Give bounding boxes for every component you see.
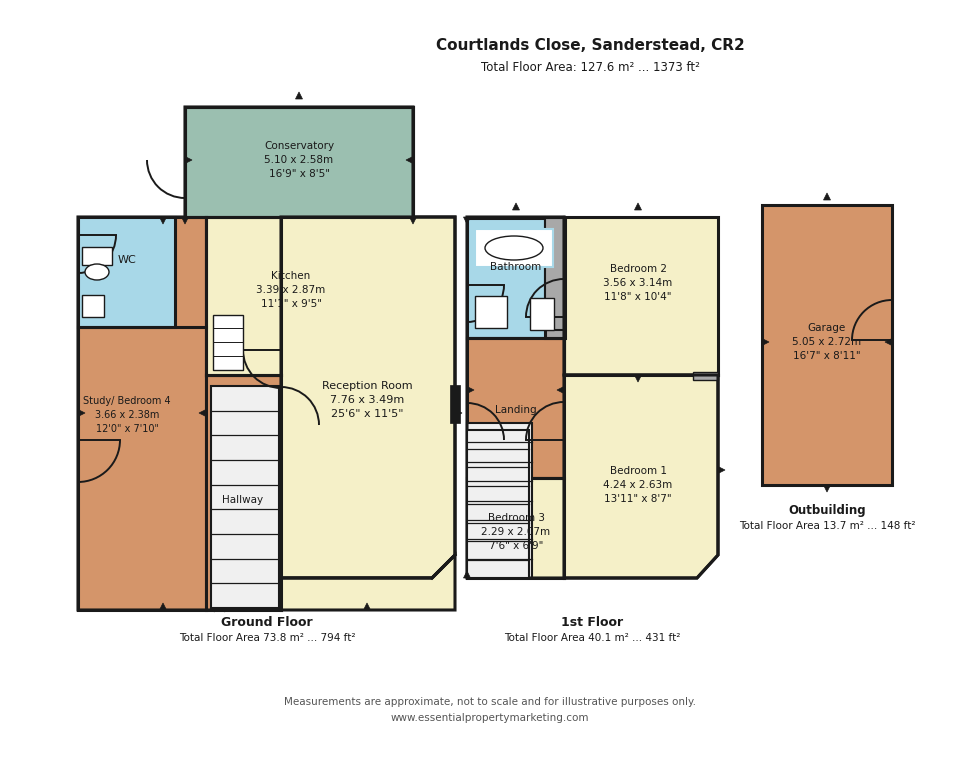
Bar <box>467 423 532 578</box>
Polygon shape <box>634 203 642 210</box>
Text: Garage
5.05 x 2.72m
16'7" x 8'11": Garage 5.05 x 2.72m 16'7" x 8'11" <box>793 323 861 360</box>
Polygon shape <box>464 217 470 224</box>
Text: www.essentialpropertymarketing.com: www.essentialpropertymarketing.com <box>391 713 589 723</box>
Text: Total Floor Area 13.7 m² ... 148 ft²: Total Floor Area 13.7 m² ... 148 ft² <box>739 521 915 531</box>
Polygon shape <box>557 387 564 393</box>
Text: Total Floor Area 73.8 m² ... 794 ft²: Total Floor Area 73.8 m² ... 794 ft² <box>178 633 356 643</box>
Text: Total Floor Area: 127.6 m² ... 1373 ft²: Total Floor Area: 127.6 m² ... 1373 ft² <box>480 61 700 73</box>
Bar <box>467 478 564 578</box>
Bar <box>82 295 104 317</box>
Bar <box>467 218 564 338</box>
Polygon shape <box>281 555 455 610</box>
Ellipse shape <box>85 264 109 280</box>
Bar <box>545 218 565 338</box>
Polygon shape <box>513 203 519 210</box>
Polygon shape <box>564 375 718 578</box>
Polygon shape <box>160 603 167 610</box>
Text: Total Floor Area 40.1 m² ... 431 ft²: Total Floor Area 40.1 m² ... 431 ft² <box>504 633 680 643</box>
Polygon shape <box>634 375 642 382</box>
Text: WC: WC <box>118 255 136 265</box>
Bar <box>475 229 553 267</box>
Polygon shape <box>364 603 370 610</box>
Polygon shape <box>762 339 769 346</box>
Bar <box>82 247 112 265</box>
Text: Study/ Bedroom 4
3.66 x 2.38m
12'0" x 7'10": Study/ Bedroom 4 3.66 x 2.38m 12'0" x 7'… <box>83 397 171 434</box>
Text: Measurements are approximate, not to scale and for illustrative purposes only.: Measurements are approximate, not to sca… <box>284 697 696 707</box>
Text: Bedroom 2
3.56 x 3.14m
11'8" x 10'4": Bedroom 2 3.56 x 3.14m 11'8" x 10'4" <box>604 264 672 302</box>
Bar <box>211 386 279 608</box>
Text: Ground Floor: Ground Floor <box>221 615 313 628</box>
Polygon shape <box>410 217 416 224</box>
Bar <box>467 430 529 578</box>
Polygon shape <box>455 410 462 417</box>
Bar <box>693 372 718 380</box>
Text: Outbuilding: Outbuilding <box>788 504 865 517</box>
Text: Reception Room
7.76 x 3.49m
25'6" x 11'5": Reception Room 7.76 x 3.49m 25'6" x 11'5… <box>321 381 413 419</box>
Polygon shape <box>406 156 413 163</box>
Bar <box>78 217 206 610</box>
Bar <box>564 217 718 375</box>
FancyArrowPatch shape <box>211 608 228 611</box>
Polygon shape <box>185 156 192 163</box>
Text: Kitchen
3.39 x 2.87m
11'1" x 9'5": Kitchen 3.39 x 2.87m 11'1" x 9'5" <box>257 271 325 309</box>
Polygon shape <box>464 571 470 578</box>
Text: Landing: Landing <box>495 405 537 415</box>
Polygon shape <box>823 485 830 492</box>
Bar <box>475 296 507 328</box>
Bar <box>213 315 243 370</box>
Polygon shape <box>823 193 830 200</box>
Polygon shape <box>885 339 892 346</box>
Bar <box>450 385 460 423</box>
Polygon shape <box>160 217 167 224</box>
Text: Conservatory
5.10 x 2.58m
16'9" x 8'5": Conservatory 5.10 x 2.58m 16'9" x 8'5" <box>264 142 334 179</box>
Polygon shape <box>467 387 474 393</box>
Bar <box>185 107 413 217</box>
Polygon shape <box>718 467 725 474</box>
Bar <box>467 338 564 478</box>
Text: Hallway: Hallway <box>222 495 264 505</box>
Polygon shape <box>181 217 188 224</box>
Bar <box>206 217 378 375</box>
Polygon shape <box>78 410 85 417</box>
Bar <box>78 217 175 327</box>
Text: 1st Floor: 1st Floor <box>561 615 623 628</box>
Text: Bedroom 1
4.24 x 2.63m
13'11" x 8'7": Bedroom 1 4.24 x 2.63m 13'11" x 8'7" <box>604 467 672 504</box>
Polygon shape <box>281 217 455 578</box>
Bar <box>530 298 554 330</box>
Text: Bedroom 3
2.29 x 2.07m
7'6" x 6'9": Bedroom 3 2.29 x 2.07m 7'6" x 6'9" <box>481 514 551 551</box>
Bar <box>762 205 892 485</box>
Bar <box>206 375 281 610</box>
Text: Bathroom: Bathroom <box>490 262 542 272</box>
Bar <box>545 218 565 330</box>
Polygon shape <box>199 410 206 417</box>
Polygon shape <box>296 92 303 99</box>
Text: Courtlands Close, Sanderstead, CR2: Courtlands Close, Sanderstead, CR2 <box>436 38 745 52</box>
Ellipse shape <box>485 236 543 260</box>
